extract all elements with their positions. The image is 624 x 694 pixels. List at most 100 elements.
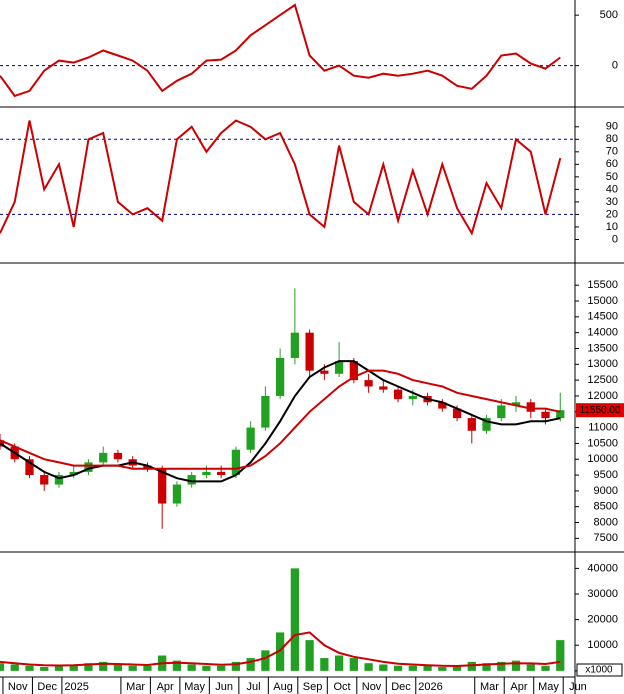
x-tick-label: Aug [273,681,293,693]
candle-body [482,418,491,431]
volume-bar [40,667,49,671]
volume-bar [217,665,226,671]
candle-body [261,395,270,428]
volume-bar [408,665,417,671]
candle-body [497,405,506,419]
volume-bar [128,665,137,671]
volume-bar [187,664,196,671]
candle-body [69,471,78,476]
y-tick-label: 10500 [587,437,618,449]
volume-bar [423,665,432,671]
series-line [0,360,561,483]
y-tick-label: 9500 [594,469,618,481]
candle-body [172,484,182,504]
x-tick-label: May [184,681,205,693]
volume-bar [113,664,123,671]
candle-body [290,332,299,358]
y-tick-label: 7500 [594,532,618,544]
x-tick-label: Dec [391,681,411,693]
volume-bar [556,640,565,671]
y-tick-label: 0 [612,233,618,245]
y-tick-label: 80 [606,133,618,145]
volume-bar [334,655,344,671]
candle-body [364,380,373,387]
volume-bar [99,661,108,671]
x-tick-label: Mar [126,681,145,693]
y-tick-label: 15500 [587,279,618,291]
candle-body [246,427,255,450]
volume-bar [467,661,476,671]
x-tick-label: 2026 [418,681,442,693]
x-tick-label: Mar [480,681,499,693]
x-tick-label: 2025 [64,681,88,693]
y-tick-label: 8500 [594,501,618,513]
candle-body [187,475,196,485]
candle-body [54,475,64,485]
volume-bar [482,663,491,671]
last-price-label: 11550.00 [580,405,621,416]
candle-body [202,471,211,476]
candle-body [393,389,403,400]
x-tick-label: Sep [303,681,323,693]
y-tick-label: 12000 [587,390,618,402]
candle-body [143,465,152,469]
volume-bar [393,665,403,671]
y-tick-label: 10000 [587,639,618,651]
volume-bar [261,650,270,671]
candle-body [511,402,521,406]
x-tick-label: Dec [37,681,57,693]
candle-body [231,449,241,476]
candle-body [556,410,565,419]
candle-body [526,402,535,412]
candle-body [334,361,344,374]
candle-body [158,468,167,504]
volume-bar [25,665,34,671]
volume-bar [231,661,241,671]
y-tick-label: 500 [600,9,618,21]
y-tick-label: 90 [606,121,618,133]
volume-bar [172,660,182,671]
y-tick-label: 0 [612,60,618,72]
x-tick-label: Apr [510,681,527,693]
candle-body [40,475,49,485]
candle-body [541,411,550,419]
volume-bar [511,660,521,671]
y-tick-label: 30 [606,196,618,208]
candle-body [99,452,108,463]
candle-body [438,402,447,409]
volume-bar [69,664,78,671]
candle-body [0,440,5,447]
y-tick-label: 13500 [587,342,618,354]
candle-body [276,357,285,396]
series-line [0,3,561,98]
volume-bar [202,665,211,671]
volume-bar [10,664,19,671]
y-tick-label: 60 [606,158,618,170]
volume-bar [290,568,299,671]
candle-body [84,462,93,472]
x-tick-label: Jun [569,681,587,693]
volume-bar [305,640,314,671]
x-tick-label: May [538,681,559,693]
y-tick-label: 70 [606,146,618,158]
candle-body [467,418,476,431]
volume-bar [54,665,64,671]
volume-bar [0,663,5,671]
y-tick-label: 14500 [587,311,618,323]
last-price-box [576,403,624,418]
y-tick-label: 40000 [587,562,618,574]
volume-bar [320,658,329,671]
series-line [0,369,561,470]
y-tick-label: 20 [606,208,618,220]
x-tick-label: Nov [362,681,382,693]
y-tick-label: 14000 [587,327,618,339]
x-tick-label: Oct [333,681,350,693]
x-tick-label: Apr [157,681,174,693]
volume-bar [246,658,255,671]
y-tick-label: 12500 [587,374,618,386]
candle-body [305,332,314,371]
candle-body [349,361,358,381]
candle-body [408,395,417,400]
unit-box [576,663,623,677]
